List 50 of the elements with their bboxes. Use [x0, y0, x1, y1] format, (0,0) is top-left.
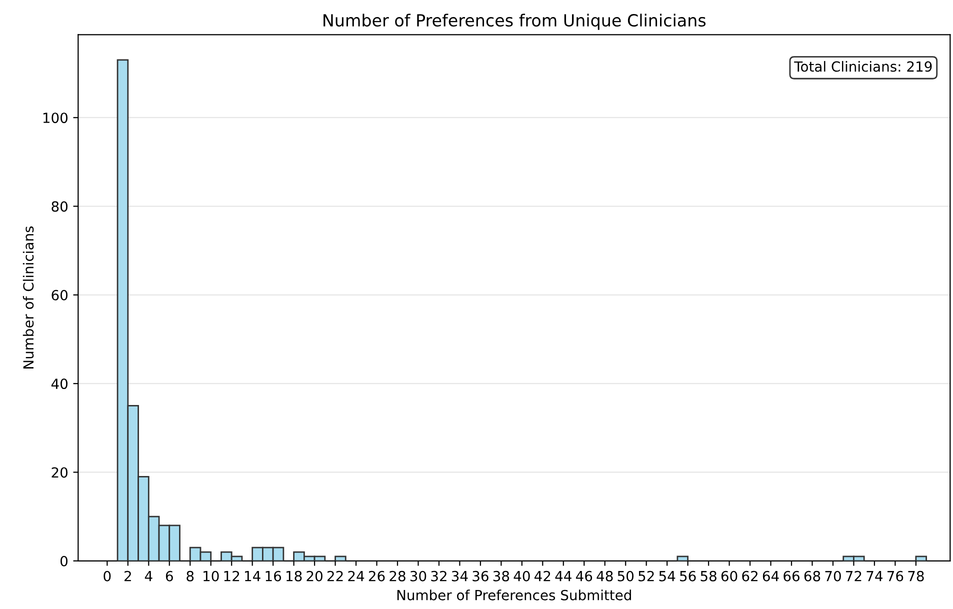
x-tick-label: 28	[390, 570, 406, 582]
annotation: Total Clinicians: 219	[794, 61, 932, 72]
x-tick-label: 30	[410, 570, 426, 582]
x-tick-label: 14	[245, 571, 260, 582]
y-axis-title: Number of Clinicians	[22, 226, 34, 369]
x-tick-label: 26	[368, 570, 385, 582]
x-tick-label: 10	[204, 570, 219, 582]
x-tick-label: 20	[306, 570, 322, 582]
x-tick-label: 22	[327, 570, 343, 582]
x-tick-label: 38	[493, 570, 510, 582]
y-tick-label: 0	[60, 556, 68, 566]
x-tick-label: 74	[866, 571, 883, 582]
x-tick-label: 70	[825, 570, 841, 582]
y-tick-label: 40	[51, 378, 68, 390]
chart-title: Number of Preferences from Unique Clinicians	[324, 14, 706, 30]
x-tick-label: 72	[846, 570, 862, 582]
x-tick-label: 54	[659, 571, 676, 582]
x-tick-label: 58	[700, 570, 716, 582]
x-tick-label: 6	[166, 570, 173, 582]
x-tick-label: 66	[784, 570, 800, 582]
x-tick-label: 32	[431, 570, 446, 582]
x-tick-label: 12	[224, 570, 240, 582]
x-axis-title: Number of Preferences Submitted	[397, 590, 631, 600]
y-tick-label: 60	[52, 290, 68, 300]
x-tick-label: 0	[104, 570, 111, 582]
x-tick-label: 76	[887, 570, 904, 582]
x-tick-label: 48	[596, 570, 613, 582]
x-tick-label: 46	[576, 570, 592, 582]
x-tick-label: 42	[534, 570, 550, 582]
x-tick-label: 44	[555, 571, 572, 582]
x-tick-label: 56	[680, 570, 696, 582]
x-tick-label: 8	[186, 570, 194, 582]
y-tick-label: 20	[52, 467, 68, 478]
x-tick-label: 52	[638, 570, 654, 582]
x-tick-label: 4	[144, 571, 152, 582]
x-tick-label: 50	[618, 570, 634, 582]
x-tick-label: 64	[762, 570, 779, 582]
x-tick-label: 18	[286, 570, 302, 582]
y-tick-label: 80	[52, 201, 68, 212]
x-tick-label: 40	[514, 570, 530, 582]
x-tick-label: 16	[266, 570, 282, 582]
x-tick-label: 68	[804, 570, 820, 582]
y-tick-label: 100	[43, 112, 68, 124]
x-tick-label: 34	[452, 570, 468, 582]
x-tick-label: 24	[348, 570, 364, 582]
x-tick-label: 62	[742, 570, 758, 582]
x-tick-label: 36	[472, 570, 488, 582]
x-tick-label: 78	[908, 570, 924, 582]
x-tick-label: 2	[124, 570, 131, 582]
x-tick-label: 60	[721, 570, 738, 582]
